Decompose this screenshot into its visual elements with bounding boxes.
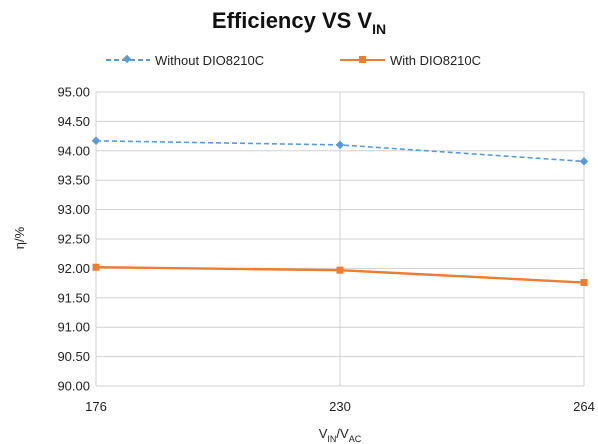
y-tick-label: 91.50 bbox=[57, 290, 90, 305]
series-with bbox=[92, 263, 588, 287]
legend-label-without: Without DIO8210C bbox=[155, 53, 264, 68]
legend: Without DIO8210C With DIO8210C bbox=[106, 53, 481, 68]
x-tick-labels: 176 230 264 bbox=[85, 399, 595, 414]
y-tick-label: 91.00 bbox=[57, 320, 90, 335]
y-tick-label: 94.50 bbox=[57, 114, 90, 129]
y-tick-label: 90.50 bbox=[57, 349, 90, 364]
legend-label-with: With DIO8210C bbox=[390, 53, 481, 68]
y-tick-label: 95.00 bbox=[57, 85, 90, 100]
x-tick-label: 176 bbox=[85, 399, 107, 414]
x-axis-label-main: V bbox=[319, 426, 328, 441]
x-axis-label: VIN/VAC bbox=[319, 426, 362, 444]
legend-marker-with bbox=[359, 56, 366, 63]
y-tick-label: 93.50 bbox=[57, 173, 90, 188]
y-axis-label: η/% bbox=[12, 226, 27, 249]
chart-title-subscript: IN bbox=[372, 21, 386, 37]
data-point bbox=[91, 136, 101, 146]
y-tick-label: 92.00 bbox=[57, 261, 90, 276]
y-tick-labels: 95.00 94.50 94.00 93.50 93.00 92.50 92.00 91.50… bbox=[57, 85, 90, 394]
x-tick-label: 264 bbox=[573, 399, 595, 414]
y-tick-label: 93.00 bbox=[57, 202, 90, 217]
legend-item-with: With DIO8210C bbox=[340, 53, 481, 68]
series-layer bbox=[91, 136, 589, 287]
y-tick-label: 90.00 bbox=[57, 379, 90, 394]
x-axis-label-sub2: AC bbox=[349, 434, 362, 444]
data-point bbox=[335, 140, 345, 150]
data-point bbox=[580, 279, 588, 287]
legend-marker-without bbox=[122, 54, 132, 64]
x-axis-label-sub1: IN bbox=[327, 434, 336, 444]
data-point bbox=[579, 157, 589, 166]
data-point bbox=[336, 266, 344, 274]
x-tick-label: 230 bbox=[329, 399, 351, 414]
y-tick-label: 92.50 bbox=[57, 232, 90, 247]
y-tick-label: 94.00 bbox=[57, 143, 90, 158]
chart-title: Efficiency VS VIN bbox=[212, 8, 386, 37]
legend-item-without: Without DIO8210C bbox=[106, 53, 264, 68]
chart-title-main: Efficiency VS V bbox=[212, 8, 373, 33]
data-point bbox=[92, 263, 100, 271]
x-axis-label-mid: /V bbox=[336, 426, 349, 441]
